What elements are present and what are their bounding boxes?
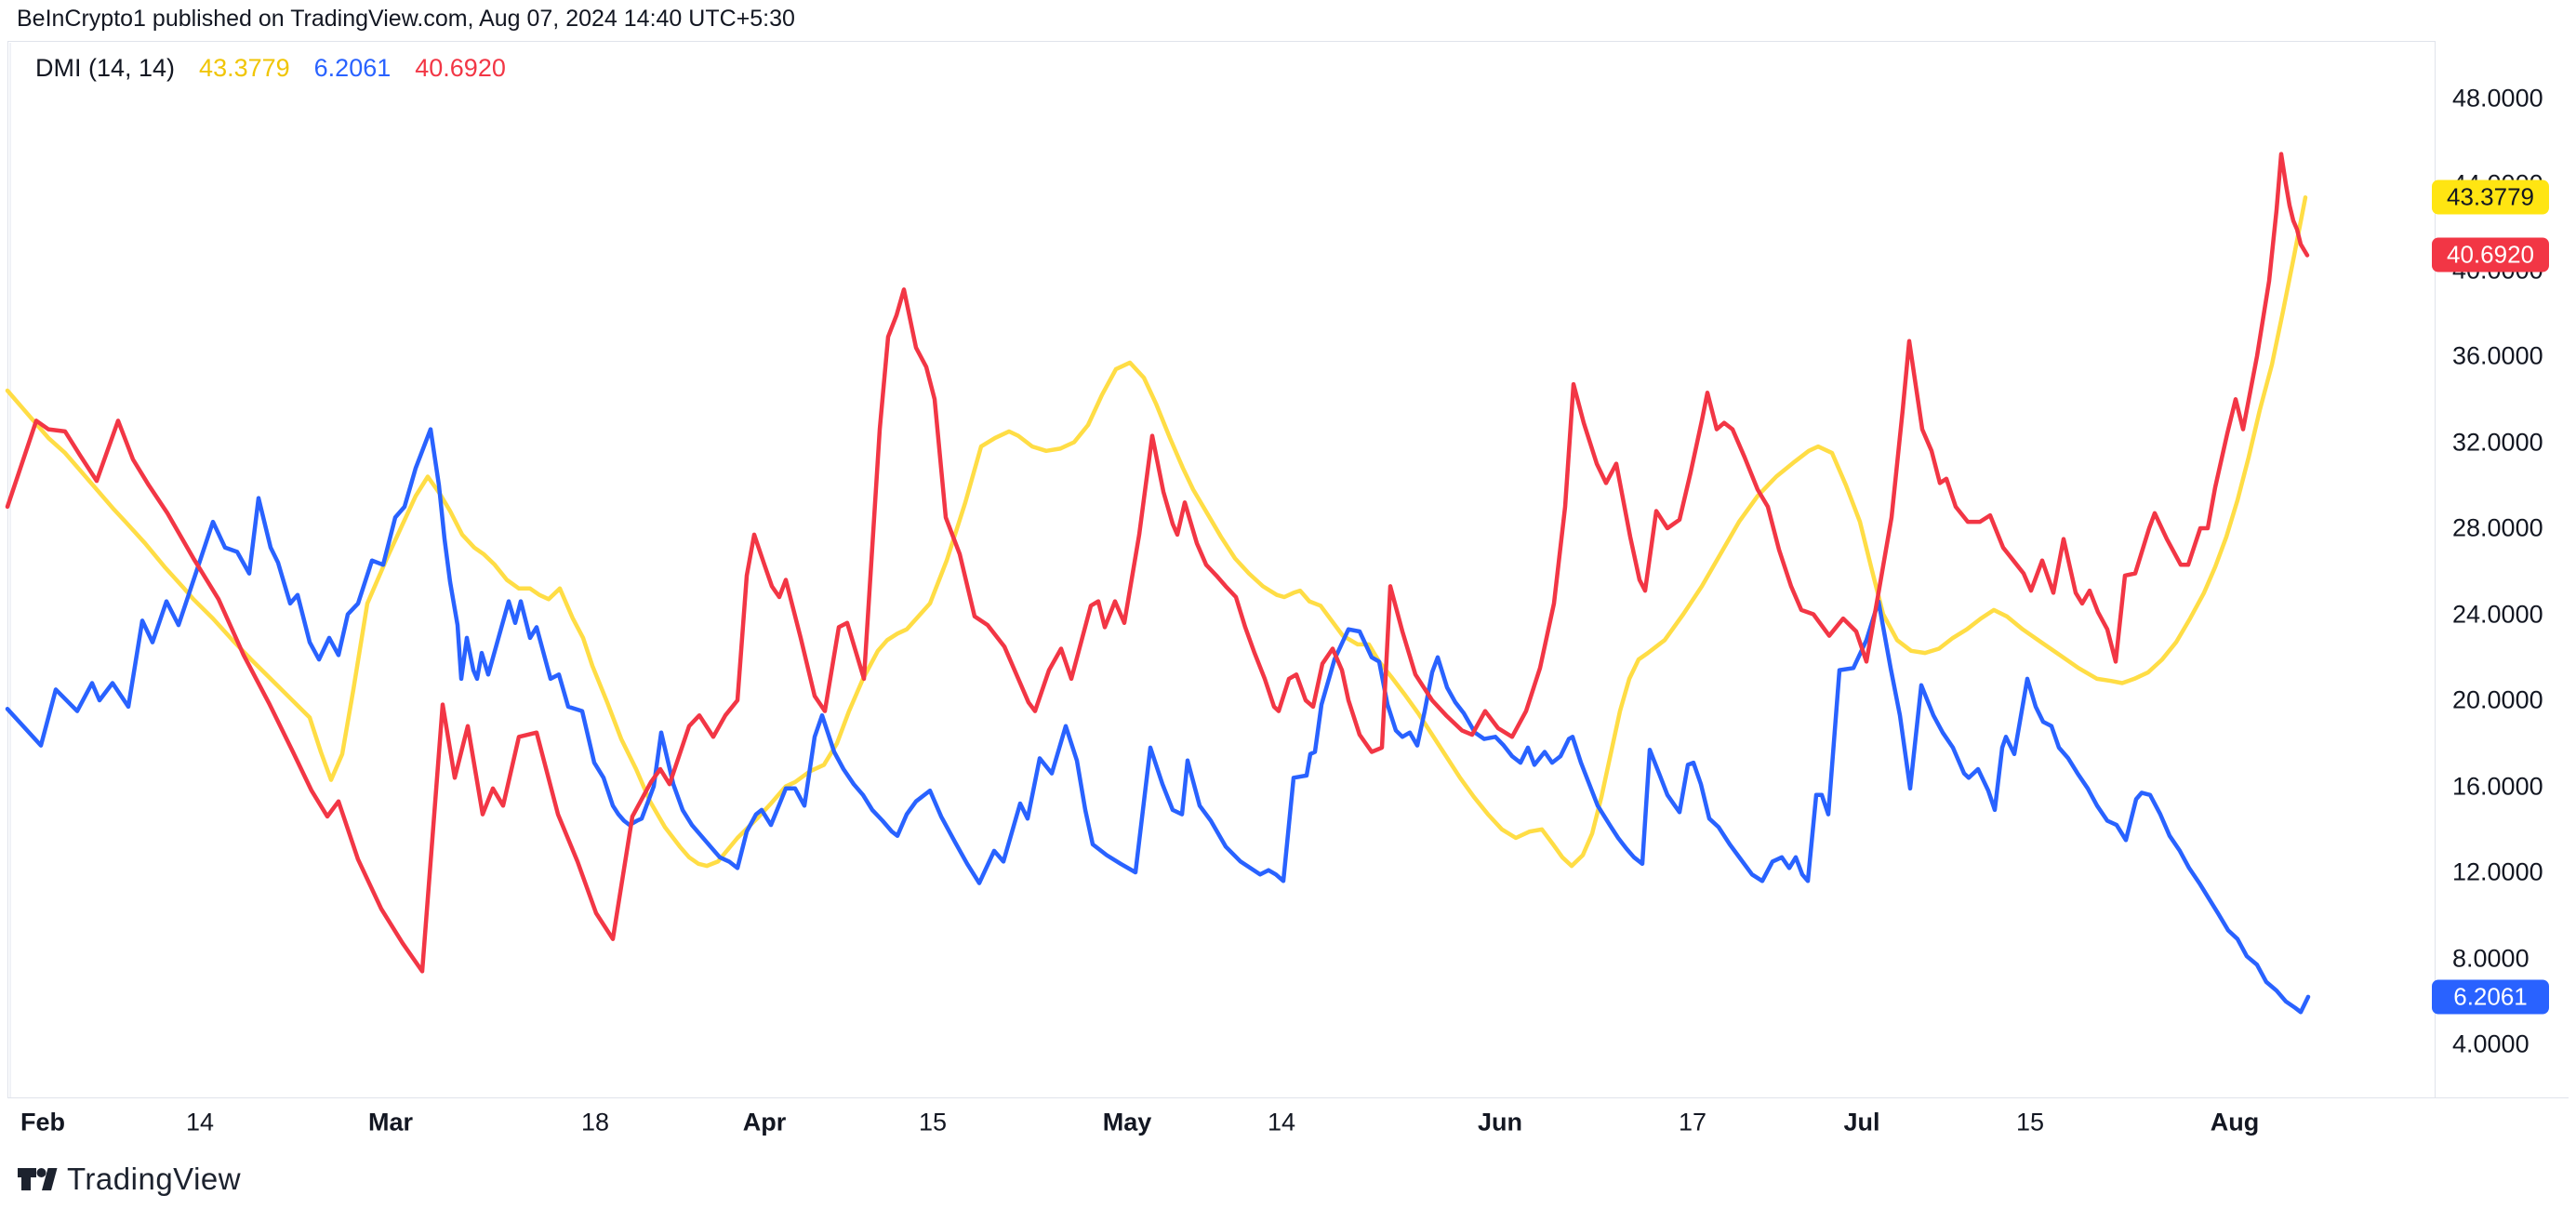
legend-value-plus-di: 6.2061 [313,54,392,82]
time-scale-label: 15 [918,1108,948,1136]
price-scale-label: 4.0000 [2452,1030,2530,1058]
adx-value-badge: 43.3779 [2432,179,2549,215]
price-scale-label: 48.0000 [2452,84,2543,112]
price-scale-label: 28.0000 [2452,513,2543,542]
legend-value-minus-di: 40.6920 [415,54,506,82]
indicator-title[interactable]: DMI (14, 14) [35,54,176,82]
time-scale-label: Jun [1477,1108,1523,1136]
price-scale-label: 36.0000 [2452,341,2543,370]
tradingview-logo-text: TradingView [67,1162,242,1196]
time-scale-label: 17 [1678,1108,1707,1136]
price-scale-label: 32.0000 [2452,428,2543,456]
time-scale-label: Jul [1843,1108,1880,1136]
time-scale-label: 14 [1267,1108,1296,1136]
series-line-minus-di [5,152,2310,974]
price-scale[interactable]: 48.000044.000040.000036.000032.000028.00… [2432,41,2576,1097]
series-line-adx [5,195,2308,869]
time-scale-label: May [1102,1108,1152,1136]
time-scale-label: 15 [2015,1108,2045,1136]
indicator-legend: DMI (14, 14) 43.3779 6.2061 40.6920 [35,54,506,83]
legend-value-adx: 43.3779 [199,54,290,82]
price-scale-label: 8.0000 [2452,944,2530,972]
time-scale-label: Apr [742,1108,787,1136]
time-scale-label: Feb [20,1108,66,1136]
gridline-vertical [9,43,11,1097]
price-scale-label: 24.0000 [2452,600,2543,628]
time-scale-label: Aug [2210,1108,2260,1136]
price-scale-label: 16.0000 [2452,772,2543,800]
price-scale-label: 20.0000 [2452,685,2543,714]
minus-di-value-badge: 40.6920 [2432,237,2549,272]
time-scale-label: Mar [367,1108,414,1136]
series-line-plus-di [5,427,2311,1015]
plus-di-value-badge: 6.2061 [2432,979,2549,1015]
time-scale-label: 14 [185,1108,215,1136]
publish-attribution: BeInCrypto1 published on TradingView.com… [17,6,795,32]
price-scale-label: 12.0000 [2452,857,2543,886]
tradingview-logo[interactable]: TradingView [17,1159,241,1200]
tradingview-logo-icon [18,1168,58,1190]
time-scale-label: 18 [580,1108,610,1136]
time-scale[interactable]: Feb 14 Mar 18 Apr 15 May 14 Jun 17 Jul 15 Aug [7,1097,2569,1147]
